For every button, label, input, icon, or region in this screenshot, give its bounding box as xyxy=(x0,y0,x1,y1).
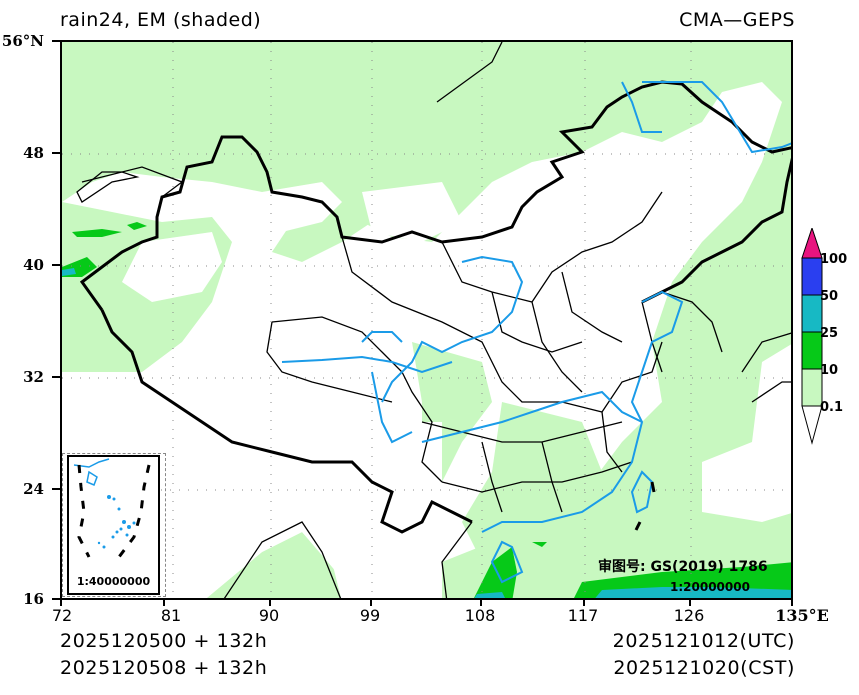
y-tick xyxy=(52,488,60,490)
x-tick xyxy=(791,600,793,606)
grid-lines xyxy=(62,42,791,598)
inset-frame-dashed xyxy=(62,453,166,597)
x-label-90: 90 xyxy=(258,606,280,625)
y-label-40: 40 xyxy=(23,256,44,274)
x-label-81: 81 xyxy=(160,606,182,625)
x-tick xyxy=(269,600,271,606)
x-tick xyxy=(583,600,585,606)
inset-graphics xyxy=(73,458,151,558)
x-label-99: 99 xyxy=(359,606,381,625)
rain-25-50-shading xyxy=(62,268,791,598)
colorbar-graphic xyxy=(801,226,823,445)
colorbar-label-25: 25 xyxy=(820,326,839,341)
init-time-utc: 2025120500 + 132h xyxy=(60,630,268,652)
map-review-number: 审图号: GS(2019) 1786 xyxy=(598,559,768,575)
colorbar-label-50: 50 xyxy=(820,289,839,304)
x-tick xyxy=(163,600,165,606)
y-label-48: 48 xyxy=(23,144,44,162)
x-label-117: 117 xyxy=(567,606,599,625)
x-tick xyxy=(480,600,482,606)
x-label-72: 72 xyxy=(51,606,73,625)
rainfall-map xyxy=(60,40,793,600)
x-label-108: 108 xyxy=(464,606,496,625)
valid-time-utc: 2025121012(UTC) xyxy=(612,630,795,652)
x-label-126: 126 xyxy=(673,606,705,625)
y-label-32: 32 xyxy=(23,368,44,386)
valid-time-cst: 2025121020(CST) xyxy=(613,657,795,679)
y-label-16: 16 xyxy=(23,590,44,608)
inset-scale: 1:40000000 xyxy=(76,575,151,588)
y-tick xyxy=(52,40,60,42)
x-label-135: 135°E xyxy=(775,606,829,625)
colorbar-label-0.1: 0.1 xyxy=(820,400,844,415)
y-tick xyxy=(52,376,60,378)
dashed-boundary-marks xyxy=(634,481,656,531)
init-time-cst: 2025120508 + 132h xyxy=(60,657,268,679)
x-tick xyxy=(370,600,372,606)
national-border xyxy=(79,80,791,534)
map-title: rain24, EM (shaded) xyxy=(60,9,262,31)
colorbar-label-100: 100 xyxy=(820,252,848,267)
map-graphics xyxy=(62,42,791,598)
south-china-sea-inset: 1:40000000 xyxy=(67,455,160,595)
model-name: CMA—GEPS xyxy=(679,9,795,31)
x-tick xyxy=(689,600,691,606)
y-tick xyxy=(52,598,60,600)
x-tick xyxy=(60,600,62,606)
colorbar xyxy=(801,226,823,452)
y-tick xyxy=(52,264,60,266)
rivers-coastline xyxy=(281,81,791,584)
y-tick xyxy=(52,152,60,154)
colorbar-label-10: 10 xyxy=(820,363,839,378)
y-label-56: 56°N xyxy=(1,32,44,50)
y-label-24: 24 xyxy=(23,480,44,498)
main-map-scale: 1:20000000 xyxy=(670,580,750,594)
